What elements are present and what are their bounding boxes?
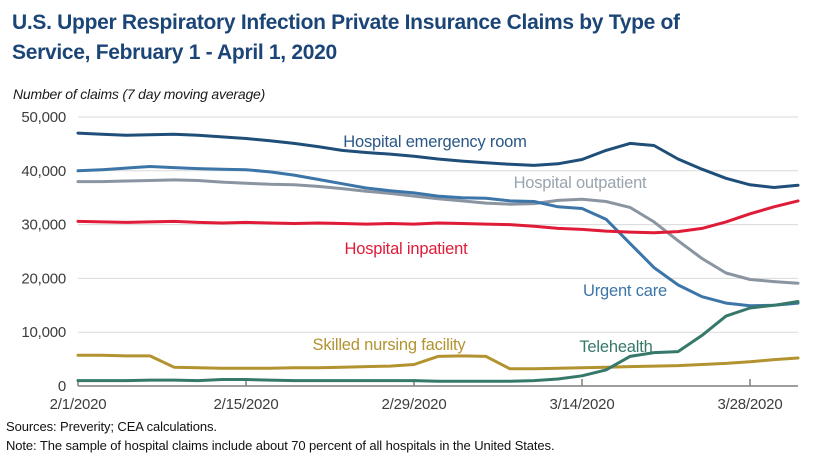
y-tick-label: 20,000 [21,270,66,287]
page-title: U.S. Upper Respiratory Infection Private… [12,8,680,68]
line-chart: 0 10,000 20,000 30,000 40,000 50,000 2/1/2020 2… [21,109,800,413]
x-tick-label: 2/15/2020 [214,396,279,413]
series-line-skilled-nursing-facility [76,353,800,371]
y-tick-label: 50,000 [21,109,66,126]
y-tick-label: 40,000 [21,163,66,180]
title-line-1: U.S. Upper Respiratory Infection Private… [12,11,680,34]
x-tick-label: 3/28/2020 [718,396,783,413]
series-line-hospital-inpatient [76,199,800,235]
y-tick-label: 10,000 [21,324,66,341]
series-label-hospital-inpatient: Hospital inpatient [345,240,469,258]
series-label-hospital-outpatient: Hospital outpatient [514,174,647,192]
y-tick-label: 30,000 [21,217,66,234]
chart-subtitle: Number of claims (7 day moving average) [13,86,266,102]
x-tick-label: 3/14/2020 [550,396,615,413]
series-line-urgent-care [76,165,800,308]
series-line-hospital-emergency-room [76,131,800,189]
chart-footnotes: Sources: Preverity; CEA calculations. No… [6,417,555,455]
series-line-hospital-outpatient [76,178,800,285]
sources-note: Sources: Preverity; CEA calculations. [6,419,217,434]
series-label-telehealth: Telehealth [579,338,652,356]
x-tick-label: 2/1/2020 [50,396,107,413]
title-line-2: Service, February 1 - April 1, 2020 [12,41,337,64]
series-line-telehealth [76,300,800,383]
series-label-hospital-emergency-room: Hospital emergency room [343,133,526,151]
y-tick-label: 0 [58,378,66,395]
series-label-skilled-nursing-facility: Skilled nursing facility [313,336,467,354]
sample-note: Note: The sample of hospital claims incl… [6,438,555,453]
x-tick-label: 2/29/2020 [382,396,447,413]
series-label-urgent-care: Urgent care [583,282,667,300]
